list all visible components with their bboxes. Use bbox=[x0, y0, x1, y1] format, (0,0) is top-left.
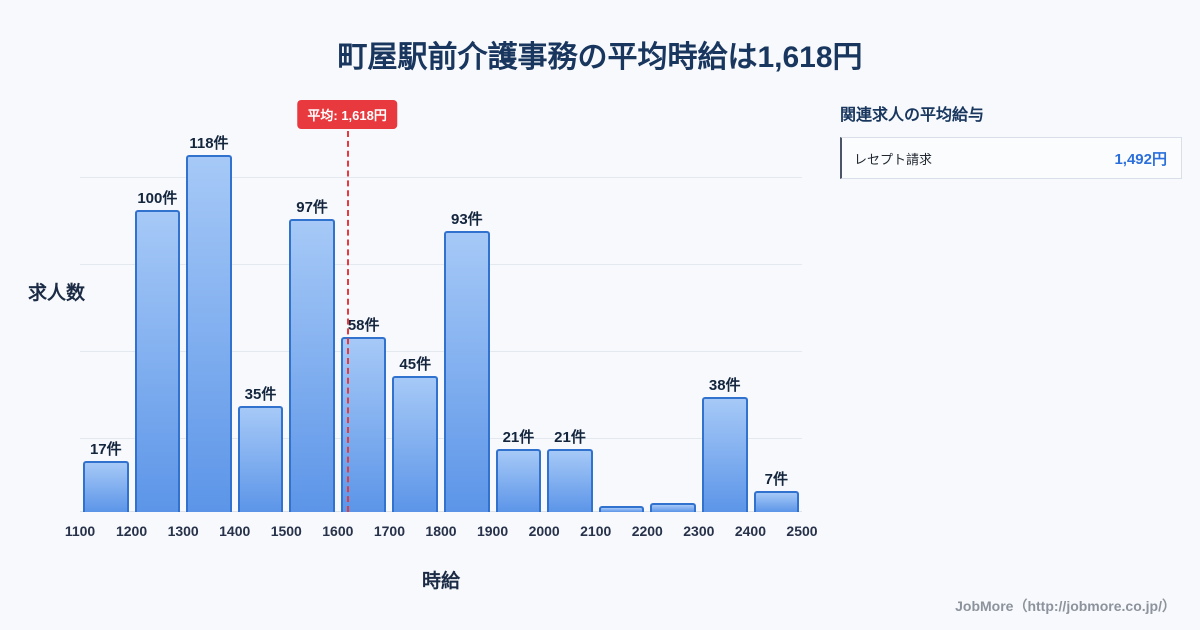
x-tick-label: 2400 bbox=[734, 523, 766, 539]
bar bbox=[444, 231, 490, 512]
bar-value-label: 17件 bbox=[89, 441, 122, 458]
x-tick-label: 1100 bbox=[64, 523, 96, 539]
bar-slot bbox=[596, 95, 648, 512]
bar-slot: 21件 bbox=[493, 95, 545, 512]
x-tick-label: 2300 bbox=[683, 523, 715, 539]
x-tick-label: 1400 bbox=[219, 523, 251, 539]
bar-slot: 35件 bbox=[235, 95, 287, 512]
plot-area: 17件 100件 118件 35件 97件 58件 45件 93件 21件 21件 38件 7件 平均… bbox=[80, 95, 802, 512]
x-tick-label: 1800 bbox=[425, 523, 457, 539]
x-tick-label: 1900 bbox=[476, 523, 509, 539]
x-tick-label: 2100 bbox=[580, 523, 612, 539]
bar-value-label: 45件 bbox=[399, 356, 432, 373]
bar-value-label: 58件 bbox=[347, 317, 380, 334]
bar-value-label: 38件 bbox=[708, 377, 741, 394]
gridline bbox=[80, 264, 802, 265]
y-axis-label: 求人数 bbox=[28, 283, 86, 304]
bar-slot: 118件 bbox=[183, 95, 235, 512]
bar bbox=[134, 210, 181, 512]
x-tick-label: 2500 bbox=[786, 523, 818, 539]
bar-slot: 45件 bbox=[389, 95, 441, 512]
bar bbox=[186, 155, 232, 512]
x-axis-ticks: 1100 1200 1300 1400 1500 1600 1700 1800 1900 2000… bbox=[65, 523, 818, 543]
page-title: 町屋駅前介護事務の平均時給は1,618円 bbox=[337, 41, 863, 74]
bar-value-label: 100件 bbox=[137, 190, 178, 207]
bar-value-label: 35件 bbox=[244, 386, 277, 403]
bar-slot: 38件 bbox=[699, 95, 751, 512]
bar-value-label: 7件 bbox=[764, 471, 788, 488]
related-job-value: 1,492円 bbox=[1114, 150, 1167, 168]
bar bbox=[495, 449, 542, 512]
average-badge: 平均: 1,618円 bbox=[297, 100, 397, 129]
bar-value-label: 21件 bbox=[502, 429, 535, 446]
side-panel-heading: 関連求人の平均給与 bbox=[840, 107, 985, 124]
x-tick-label: 2000 bbox=[528, 523, 560, 539]
x-tick-label: 1500 bbox=[270, 523, 302, 539]
x-axis-baseline bbox=[80, 511, 802, 512]
bar bbox=[701, 397, 748, 512]
related-job-row: レセプト請求 1,492円 bbox=[840, 137, 1182, 179]
related-job-label: レセプト請求 bbox=[854, 151, 933, 167]
bar-slot: 97件 bbox=[286, 95, 338, 512]
bar-slot: 21件 bbox=[544, 95, 596, 512]
x-tick-label: 1300 bbox=[167, 523, 199, 539]
x-tick-label: 1200 bbox=[115, 523, 148, 539]
average-line bbox=[347, 131, 350, 512]
bar bbox=[753, 491, 800, 512]
bar-slot: 7件 bbox=[751, 95, 803, 512]
bar-value-label: 93件 bbox=[450, 211, 483, 228]
bar-value-label: 97件 bbox=[296, 199, 328, 216]
gridline bbox=[80, 351, 802, 352]
bar-slot: 100件 bbox=[132, 95, 184, 512]
x-tick-label: 1700 bbox=[373, 523, 405, 539]
bar-slot: 58件 bbox=[338, 95, 390, 512]
x-axis-label: 時給 bbox=[421, 571, 460, 592]
bar bbox=[547, 449, 593, 512]
bar bbox=[289, 219, 335, 512]
bar bbox=[650, 503, 696, 512]
bar-slot: 93件 bbox=[441, 95, 493, 512]
bar bbox=[598, 506, 645, 512]
bar-value-label: 21件 bbox=[554, 429, 586, 446]
bar-slot bbox=[647, 95, 699, 512]
bar-slot: 17件 bbox=[80, 95, 132, 512]
bar bbox=[83, 461, 129, 512]
gridline bbox=[80, 177, 802, 178]
footer-credit: JobMore（http://jobmore.co.jp/） bbox=[955, 598, 1176, 614]
bar bbox=[392, 376, 439, 512]
x-tick-label: 1600 bbox=[322, 523, 354, 539]
bar-value-label: 118件 bbox=[189, 135, 229, 152]
bar bbox=[237, 406, 284, 512]
bars-container: 17件 100件 118件 35件 97件 58件 45件 93件 21件 21件 38件 7件 bbox=[80, 95, 802, 512]
gridline bbox=[80, 438, 802, 439]
x-tick-label: 2200 bbox=[631, 523, 663, 539]
